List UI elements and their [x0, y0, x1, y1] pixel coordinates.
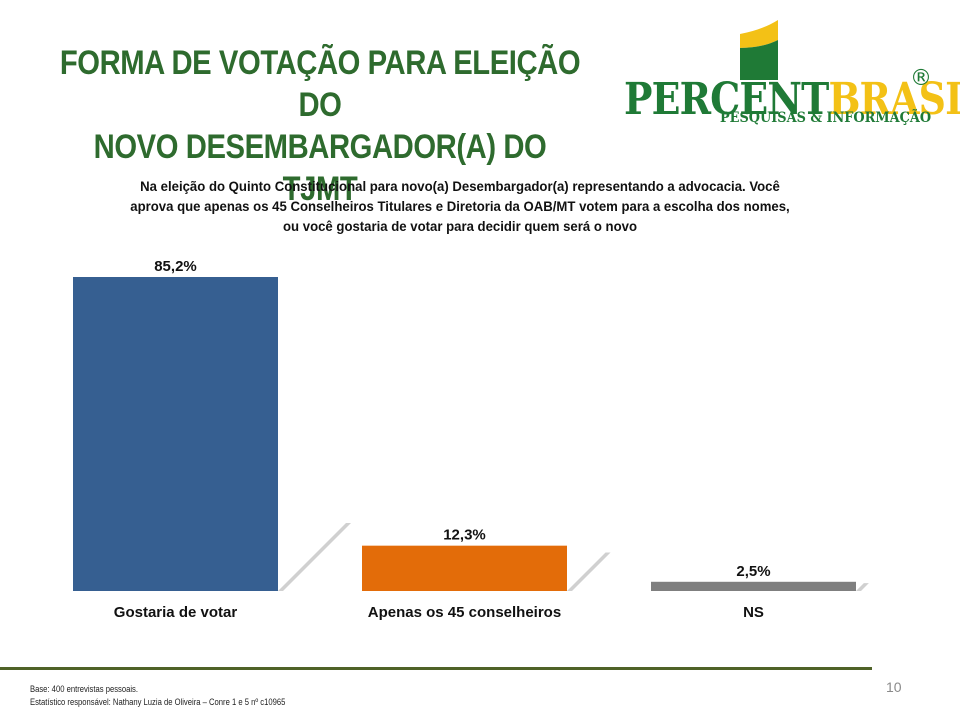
bar-shadow — [567, 552, 611, 591]
data-label: 85,2% — [154, 258, 197, 275]
bar-shadow — [856, 583, 869, 591]
registered-mark: ® — [910, 66, 932, 91]
logo-wordmark: PERCENTBRASIL — [624, 76, 960, 124]
footnote: Base: 400 entrevistas pessoais. Estatíst… — [30, 683, 285, 709]
category-label: NS — [743, 604, 764, 621]
flag-icon — [740, 20, 778, 80]
bar-3 — [651, 581, 856, 591]
title-line-1: FORMA DE VOTAÇÃO PARA ELEIÇÃO DO — [59, 44, 581, 124]
bar-shadow — [278, 523, 351, 591]
logo-brasil: BRASIL — [828, 74, 960, 125]
bar-2 — [362, 545, 567, 591]
page-number: 10 — [886, 679, 902, 695]
footer-divider — [0, 667, 872, 670]
page-title: FORMA DE VOTAÇÃO PARA ELEIÇÃO DO NOVO DE… — [53, 42, 586, 210]
bar-chart: 85,2% Gostaria de votar 12,3% Apenas os 45 … — [73, 258, 869, 621]
logo-percent: PERCENT — [624, 74, 829, 125]
footnote-base: Base: 400 entrevistas pessoais. — [30, 684, 139, 694]
data-label: 2,5% — [736, 563, 770, 580]
category-label: Apenas os 45 conselheiros — [368, 604, 561, 621]
title-line-2: NOVO DESEMBARGADOR(A) DO TJMT — [93, 128, 547, 208]
bar-1 — [73, 277, 278, 591]
logo-subtitle: PESQUISAS & INFORMAÇÃO — [720, 110, 932, 126]
data-label: 12,3% — [443, 527, 486, 544]
footnote-statistician: Estatístico responsável: Nathany Luzia d… — [30, 697, 286, 707]
percentbrasil-logo: PERCENTBRASIL ® PESQUISAS & INFORMAÇÃO — [624, 20, 960, 132]
category-label: Gostaria de votar — [114, 604, 238, 621]
survey-question: Na eleição do Quinto Constitucional para… — [130, 178, 790, 234]
